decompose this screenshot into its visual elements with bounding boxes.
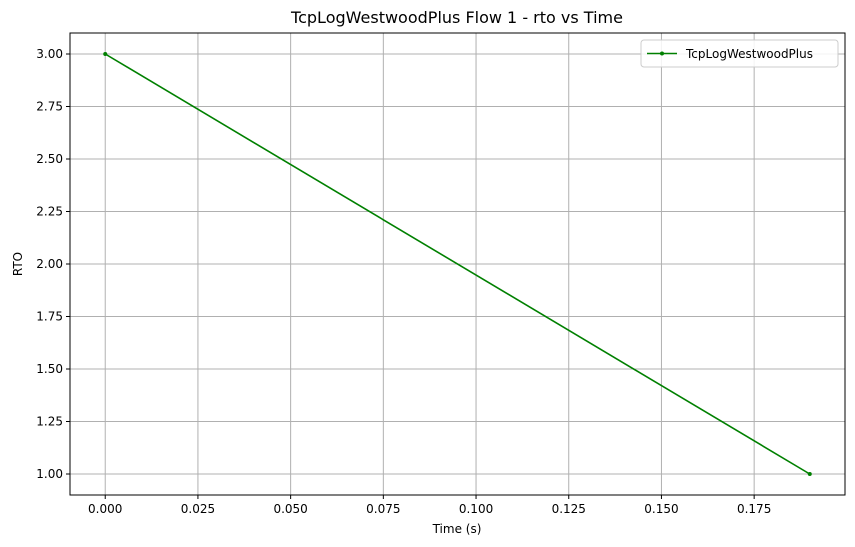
y-tick-label: 1.50 <box>36 362 63 376</box>
legend: TcpLogWestwoodPlus <box>640 39 839 68</box>
series-line <box>104 53 811 475</box>
y-tick-label: 1.75 <box>36 310 63 324</box>
y-tick-label: 1.00 <box>36 467 63 481</box>
y-tick-label: 2.25 <box>36 205 63 219</box>
chart-title: TcpLogWestwoodPlus Flow 1 - rto vs Time <box>290 8 623 27</box>
y-tick-label: 2.50 <box>36 152 63 166</box>
x-tick-label: 0.100 <box>459 502 493 516</box>
y-tick-label: 2.00 <box>36 257 63 271</box>
legend-marker-sample <box>660 51 664 56</box>
x-axis-ticks: 0.000 0.025 0.050 0.075 0.100 0.125 0.150 0.175 <box>88 495 771 516</box>
x-axis-label: Time (s) <box>432 522 482 536</box>
y-axis-ticks: 1.00 1.25 1.50 1.75 2.00 2.25 2.50 2.75 3.00 <box>36 47 70 481</box>
x-tick-label: 0.125 <box>552 502 586 516</box>
x-tick-label: 0.025 <box>181 502 215 516</box>
x-tick-label: 0.150 <box>644 502 678 516</box>
y-tick-label: 3.00 <box>36 47 63 61</box>
x-tick-label: 0.050 <box>273 502 307 516</box>
y-tick-label: 1.25 <box>36 415 63 429</box>
y-tick-label: 2.75 <box>36 100 63 114</box>
x-tick-label: 0.075 <box>366 502 400 516</box>
data-point <box>103 52 108 56</box>
data-point <box>807 472 812 476</box>
x-tick-label: 0.000 <box>88 502 122 516</box>
legend-box <box>640 39 839 68</box>
legend-label: TcpLogWestwoodPlus <box>685 47 813 61</box>
series-layer <box>103 52 812 476</box>
y-axis-label: RTO <box>11 252 25 276</box>
x-tick-label: 0.175 <box>737 502 771 516</box>
